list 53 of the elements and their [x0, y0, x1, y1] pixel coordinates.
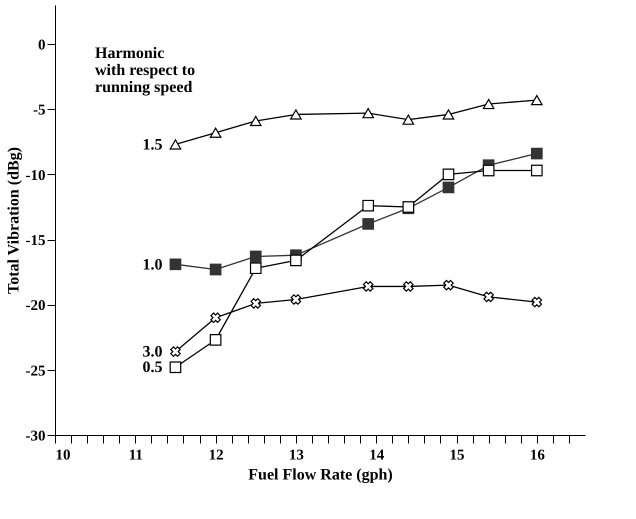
- x-axis-title: Fuel Flow Rate (gph): [248, 466, 393, 484]
- x-tick-label: 11: [128, 448, 143, 464]
- x-tick-label: 13: [288, 448, 304, 464]
- point: [362, 218, 374, 230]
- annotation: Harmonic with respect to running speed: [95, 45, 196, 96]
- point: [530, 94, 543, 106]
- point: [482, 98, 494, 110]
- y-tick-label: -25: [26, 363, 46, 380]
- x-tick-label: 14: [369, 448, 385, 464]
- point: [442, 109, 454, 120]
- point: [530, 164, 543, 176]
- point: [290, 294, 302, 305]
- point: [250, 116, 262, 126]
- point: [170, 258, 182, 270]
- y-tick-label: -5: [33, 102, 46, 119]
- y-axis-title: Total Vibration (dBg): [6, 147, 23, 294]
- point: [442, 182, 454, 194]
- point: [210, 128, 222, 138]
- point: [443, 280, 454, 290]
- point: [170, 361, 182, 374]
- x-tick-label: 10: [56, 448, 70, 464]
- point: [442, 168, 454, 180]
- y-tick-label: -15: [26, 233, 46, 250]
- y-tick-label: 0: [38, 38, 46, 54]
- x-tick-label: 16: [530, 448, 546, 464]
- y-tick-label: -10: [26, 168, 46, 184]
- point: [482, 164, 494, 176]
- point: [290, 109, 302, 120]
- point: [532, 296, 542, 308]
- series-label: 0.5: [142, 359, 162, 376]
- y-tick-label: -30: [26, 428, 46, 444]
- point: [362, 281, 374, 292]
- x-tick-label: 15: [450, 448, 465, 464]
- point: [483, 292, 494, 302]
- point: [362, 200, 374, 212]
- point: [530, 148, 543, 160]
- point: [250, 298, 262, 309]
- series-label: 3.0: [142, 344, 162, 361]
- x-tick-label: 12: [208, 448, 224, 464]
- y-tick-label: -20: [26, 298, 46, 314]
- point: [210, 334, 222, 346]
- point: [170, 139, 182, 150]
- point: [170, 346, 181, 357]
- series-label: 1.0: [142, 256, 162, 274]
- series-label: 1.5: [142, 136, 162, 154]
- point: [210, 264, 222, 276]
- point: [290, 254, 302, 266]
- point: [402, 114, 414, 125]
- point: [362, 108, 374, 118]
- point: [210, 312, 221, 324]
- point: [403, 281, 414, 292]
- point: [250, 262, 262, 274]
- point: [250, 250, 262, 262]
